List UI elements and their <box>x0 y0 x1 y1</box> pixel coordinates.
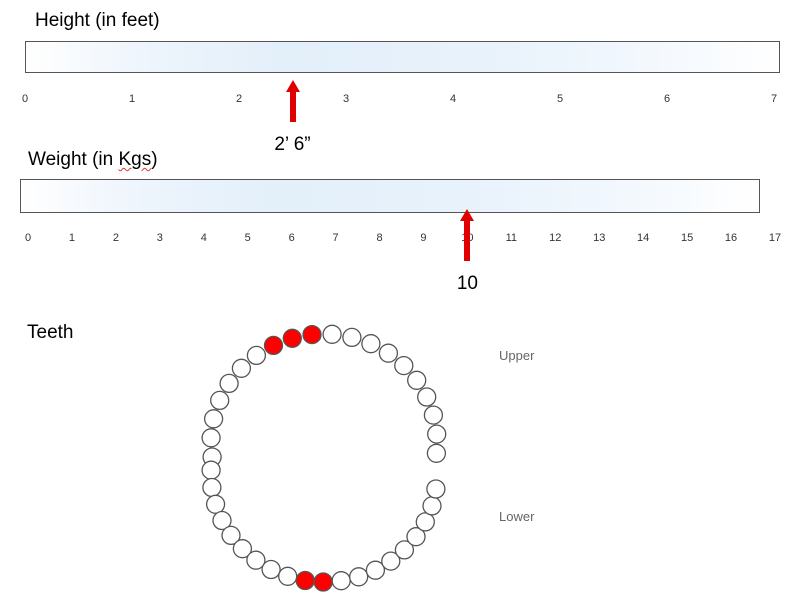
weight-tick-1: 1 <box>68 232 75 244</box>
upper-tooth-15 <box>394 355 414 376</box>
lower-teeth-label: Lower <box>499 509 535 524</box>
weight-tick-14: 14 <box>637 232 650 244</box>
height-scale-bar <box>25 41 780 73</box>
upper-tooth-8-highlighted <box>263 335 284 356</box>
lower-tooth-13 <box>349 567 369 587</box>
weight-scale-bar <box>20 179 760 213</box>
upper-teeth-label: Upper <box>499 348 535 363</box>
weight-tick-0: 0 <box>24 232 32 244</box>
lower-tooth-19 <box>422 496 442 516</box>
weight-title: Weight (in Kgs) <box>28 149 158 171</box>
lower-tooth-3 <box>205 494 226 514</box>
upper-tooth-2 <box>201 428 221 448</box>
upper-tooth-12 <box>342 327 362 348</box>
lower-tooth-16 <box>394 540 415 560</box>
weight-title-prefix: Weight (in <box>28 149 119 170</box>
weight-tick-12: 12 <box>549 232 562 244</box>
height-marker-label: 2’ 6” <box>274 134 311 155</box>
lower-tooth-6 <box>232 539 253 559</box>
lower-tooth-7 <box>246 550 266 570</box>
upper-tooth-5 <box>219 373 239 394</box>
weight-marker-arrow-icon <box>460 209 475 261</box>
height-tick-1: 1 <box>128 93 136 105</box>
height-tick-4: 4 <box>449 93 457 105</box>
lower-tooth-20 <box>426 479 446 499</box>
height-tick-0: 0 <box>21 93 29 105</box>
teeth-title: Teeth <box>27 322 74 343</box>
lower-tooth-8 <box>261 559 281 580</box>
weight-title-suffix: ) <box>151 149 158 170</box>
upper-tooth-18 <box>423 405 444 425</box>
upper-tooth-11 <box>322 324 342 344</box>
weight-tick-9: 9 <box>420 232 427 244</box>
lower-tooth-15 <box>381 551 401 571</box>
upper-tooth-17 <box>417 387 437 407</box>
upper-tooth-13 <box>361 334 381 354</box>
weight-tick-2: 2 <box>112 232 119 244</box>
height-tick-3: 3 <box>342 93 350 105</box>
upper-tooth-16 <box>407 370 427 390</box>
upper-tooth-9-highlighted <box>282 328 302 348</box>
lower-tooth-12 <box>331 571 351 591</box>
lower-tooth-18 <box>415 512 435 532</box>
lower-tooth-11-highlighted <box>313 572 333 592</box>
weight-tick-11: 11 <box>505 232 518 244</box>
weight-marker-label: 10 <box>456 273 478 294</box>
upper-tooth-19 <box>427 424 447 444</box>
weight-tick-5: 5 <box>244 232 251 244</box>
lower-tooth-2 <box>202 477 222 498</box>
height-tick-2: 2 <box>235 93 243 105</box>
lower-tooth-5 <box>221 525 241 546</box>
weight-tick-17: 17 <box>768 232 782 244</box>
weight-tick-8: 8 <box>376 232 383 244</box>
upper-tooth-6 <box>231 358 252 378</box>
weight-title-unit: Kgs <box>118 149 152 170</box>
lower-tooth-14 <box>365 560 386 580</box>
weight-tick-3: 3 <box>156 232 163 244</box>
upper-tooth-10-highlighted <box>302 324 322 345</box>
upper-tooth-4 <box>210 390 230 411</box>
weight-tick-13: 13 <box>593 232 606 244</box>
upper-tooth-20 <box>426 443 447 463</box>
height-tick-7: 7 <box>770 93 778 105</box>
weight-tick-7: 7 <box>332 232 339 244</box>
lower-tooth-9 <box>278 566 298 586</box>
weight-tick-4: 4 <box>200 232 207 244</box>
upper-tooth-3 <box>203 409 224 429</box>
lower-tooth-4 <box>212 510 232 531</box>
upper-tooth-7 <box>246 345 267 366</box>
upper-tooth-14 <box>378 343 399 363</box>
height-marker-arrow-icon <box>285 80 300 122</box>
height-tick-5: 5 <box>556 93 564 105</box>
weight-tick-15: 15 <box>680 232 694 244</box>
height-title: Height (in feet) <box>35 10 160 31</box>
weight-tick-16: 16 <box>724 232 738 244</box>
height-tick-6: 6 <box>663 93 671 105</box>
weight-tick-6: 6 <box>288 232 295 244</box>
lower-tooth-10-highlighted <box>295 570 315 591</box>
lower-tooth-17 <box>406 527 426 547</box>
lower-tooth-1 <box>201 460 221 480</box>
